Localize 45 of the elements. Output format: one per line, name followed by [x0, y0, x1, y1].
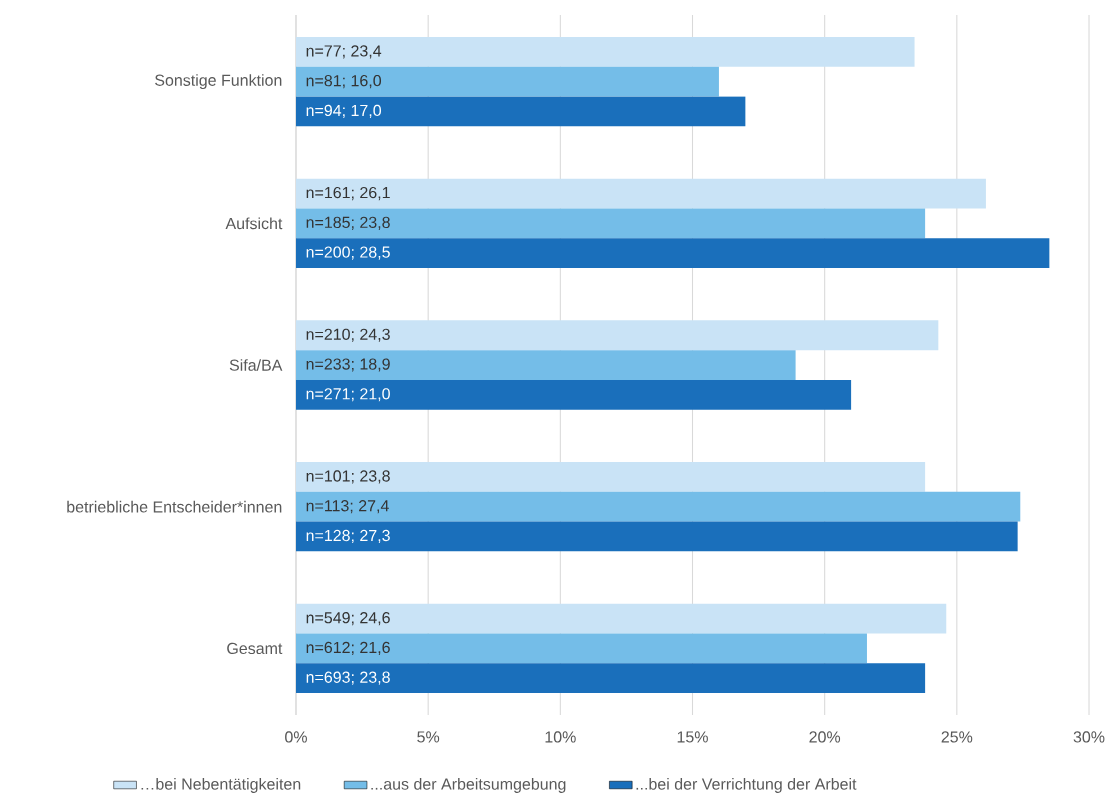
data-label: n=81; 16,0 — [306, 74, 382, 89]
bar — [296, 350, 796, 380]
data-label: n=549; 24,6 — [306, 612, 390, 626]
legend-label: …bei Nebentätigkeiten — [141, 778, 301, 793]
data-label: n=612; 21,6 — [306, 641, 390, 656]
legend-label: ...aus der Arbeitsumgebung — [371, 778, 566, 793]
data-label: n=113; 27,4 — [306, 500, 389, 514]
y-tick-label: Aufsicht — [225, 217, 283, 230]
data-label: n=185; 23,8 — [306, 216, 390, 230]
bar — [296, 633, 867, 664]
x-tick-label: 15% — [677, 731, 708, 743]
x-tick-label: 30% — [1073, 731, 1105, 743]
bar — [296, 379, 852, 410]
x-tick-label: 25% — [941, 731, 973, 743]
bar — [296, 521, 1018, 552]
bar — [296, 66, 719, 97]
y-tick-label: Sonstige Funktion — [155, 74, 282, 90]
y-tick-label: betriebliche Entscheider*innen — [67, 500, 282, 513]
x-tick-label: 10% — [545, 731, 576, 743]
bar — [296, 178, 986, 209]
data-label: n=233; 18,9 — [306, 358, 390, 372]
bar — [296, 96, 746, 127]
x-tick-label: 5% — [417, 731, 440, 743]
bar — [296, 320, 939, 351]
data-label: n=128; 27,3 — [306, 529, 390, 544]
bar — [296, 238, 1050, 268]
y-tick-label: Sifa/BA — [229, 359, 283, 371]
data-label: n=693; 23,8 — [306, 671, 390, 685]
y-tick-label: Gesamt — [227, 642, 283, 655]
x-tick-label: 20% — [809, 731, 841, 743]
data-label: n=101; 23,8 — [306, 470, 390, 484]
x-tick-label: 0% — [285, 731, 307, 743]
data-label: n=200; 28,5 — [306, 246, 390, 260]
data-label: n=271; 21,0 — [306, 388, 390, 402]
bar — [296, 663, 926, 694]
legend-label: ...bei der Verrichtung der Arbeit — [636, 778, 857, 793]
bar — [296, 208, 926, 239]
data-label: n=210; 24,3 — [306, 328, 390, 342]
data-label: n=77; 23,4 — [306, 45, 382, 59]
bar — [296, 36, 915, 67]
bar — [296, 491, 1021, 522]
bar — [296, 603, 947, 634]
bar — [296, 462, 926, 492]
data-label: n=94; 17,0 — [306, 104, 382, 118]
data-label: n=161; 26,1 — [306, 186, 390, 201]
